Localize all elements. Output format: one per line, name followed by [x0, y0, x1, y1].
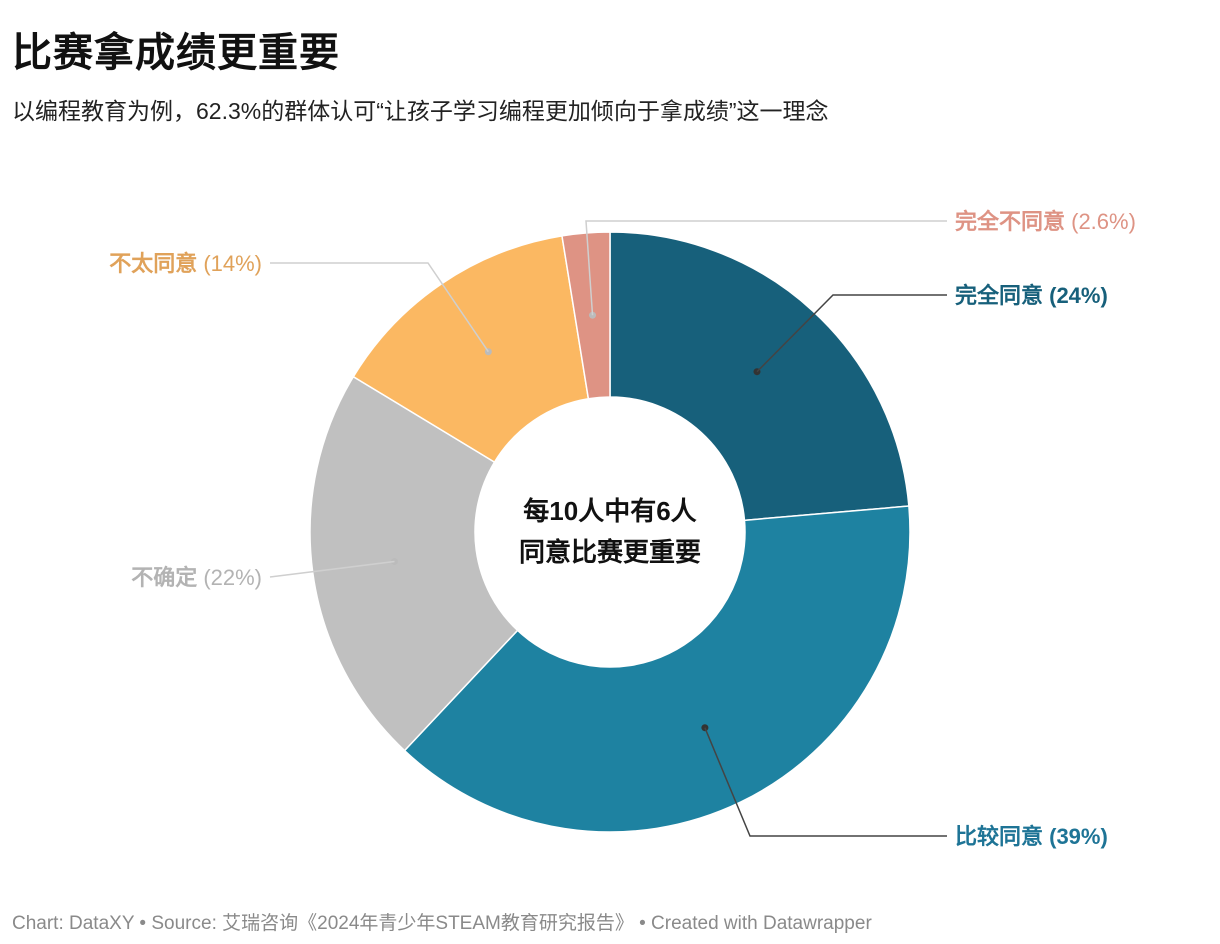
slice-label-value: (22%)	[203, 565, 262, 590]
leader-line-mostly-agree	[704, 727, 947, 837]
slice-label-name: 完全不同意	[955, 209, 1071, 234]
slice-fully-disagree	[561, 231, 611, 400]
slice-label-mostly-agree: 比较同意 (39%)	[955, 824, 1108, 849]
slice-label-value: (39%)	[1049, 824, 1108, 849]
slice-label-name: 完全同意	[955, 283, 1049, 308]
slice-label-value: (14%)	[203, 251, 262, 276]
leader-line-unsure	[269, 560, 395, 578]
chart-title: 比赛拿成绩更重要	[12, 31, 340, 75]
slice-mostly-agree	[403, 505, 911, 833]
slice-label-mostly-disagree: 不太同意 (14%)	[109, 251, 262, 276]
chart-subtitle: 以编程教育为例，62.3%的群体认可“让孩子学习编程更加倾向于拿成绩”这一理念	[12, 98, 829, 124]
leader-line-mostly-disagree	[270, 262, 489, 353]
donut-chart: 完全同意 (24%) 比较同意 (39%) 不确定 (22%) 不太同意 (14%) 完…	[109, 209, 1136, 849]
donut-slices	[309, 231, 911, 833]
leader-lines	[269, 220, 947, 837]
slice-labels: 完全同意 (24%) 比较同意 (39%) 不确定 (22%) 不太同意 (14%) 完…	[109, 209, 1136, 849]
slice-label-name: 比较同意	[955, 824, 1049, 849]
leader-line-fully-agree	[756, 294, 947, 373]
slice-label-unsure: 不确定 (22%)	[131, 565, 262, 590]
center-label-line-1: 每10人中有6人	[523, 496, 696, 526]
slice-label-fully-agree: 完全同意 (24%)	[955, 283, 1108, 308]
leader-line-fully-disagree	[585, 220, 947, 316]
slice-label-value: (2.6%)	[1071, 209, 1136, 234]
slice-unsure	[309, 375, 519, 752]
slice-label-value: (24%)	[1049, 283, 1108, 308]
slice-mostly-disagree	[352, 235, 590, 464]
slice-label-fully-disagree: 完全不同意 (2.6%)	[955, 209, 1136, 234]
center-label-line-2: 同意比赛更重要	[519, 537, 701, 567]
chart-footer: Chart: DataXY • Source: 艾瑞咨询《2024年青少年STE…	[12, 913, 872, 934]
slice-label-name: 不太同意	[109, 251, 203, 276]
slice-fully-agree	[609, 231, 910, 522]
slice-label-name: 不确定	[131, 565, 203, 590]
